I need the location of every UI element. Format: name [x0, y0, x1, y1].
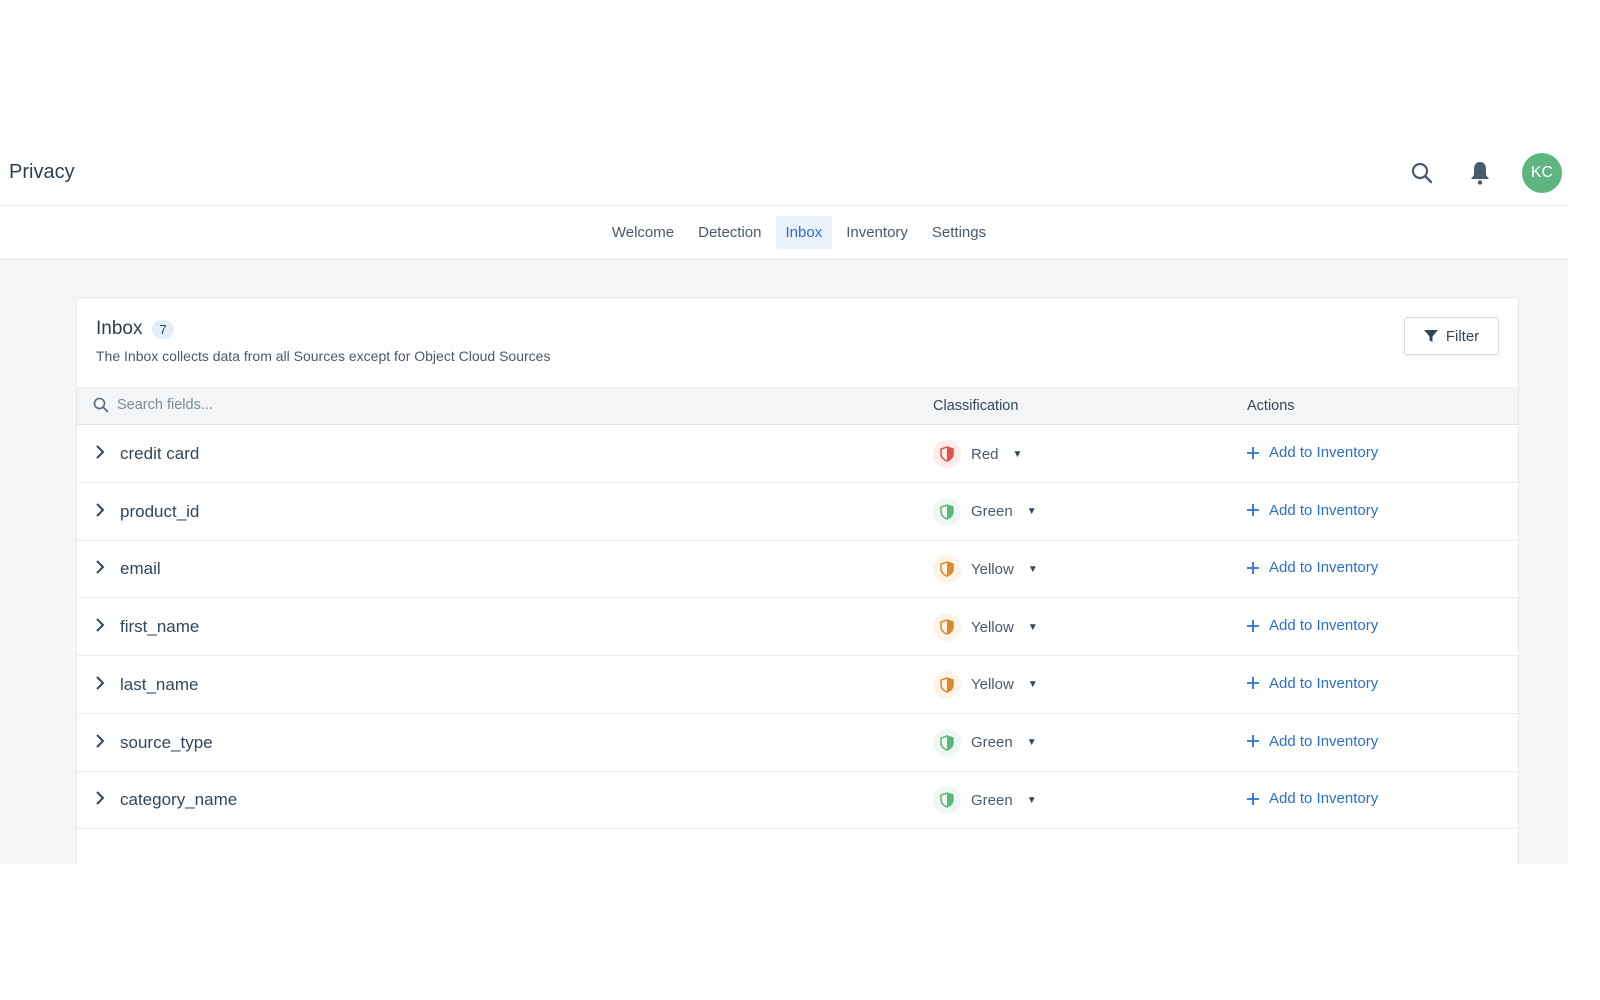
classification-label: Yellow: [971, 560, 1014, 578]
add-to-inventory-label: Add to Inventory: [1269, 501, 1379, 519]
table-row[interactable]: credit card Red ▼ Add to Inventory: [77, 425, 1518, 483]
chevron-right-icon[interactable]: [93, 444, 107, 465]
count-badge: 7: [152, 319, 174, 339]
field-name: category_name: [120, 790, 238, 810]
add-to-inventory-button[interactable]: Add to Inventory: [1247, 502, 1378, 519]
classification-dropdown[interactable]: Yellow ▼: [933, 670, 1038, 699]
app-title: Privacy: [9, 161, 75, 183]
tab-welcome[interactable]: Welcome: [611, 224, 675, 241]
tab-inbox[interactable]: Inbox: [775, 216, 833, 249]
chevron-right-icon[interactable]: [93, 790, 107, 811]
add-to-inventory-label: Add to Inventory: [1269, 732, 1379, 750]
caret-down-icon: ▼: [1026, 506, 1037, 518]
classification-dropdown[interactable]: Green ▼: [933, 497, 1037, 526]
shield-icon: [933, 555, 961, 584]
field-name: source_type: [120, 732, 213, 752]
inbox-title: Inbox: [96, 318, 143, 339]
main-nav: Welcome Detection Inbox Inventory Settin…: [0, 206, 1568, 260]
shield-icon: [933, 786, 961, 815]
search-icon: [93, 397, 109, 413]
classification-label: Yellow: [971, 618, 1014, 636]
bell-icon[interactable]: [1465, 158, 1495, 188]
add-to-inventory-button[interactable]: Add to Inventory: [1247, 617, 1378, 634]
table-row[interactable]: first_name Yellow ▼ Add to Inventory: [77, 598, 1518, 657]
filter-label: Filter: [1445, 327, 1480, 345]
inbox-card: Inbox 7 The Inbox collects data from all…: [76, 297, 1519, 864]
chevron-right-icon[interactable]: [93, 617, 107, 638]
filter-button[interactable]: Filter: [1404, 317, 1499, 355]
add-to-inventory-button[interactable]: Add to Inventory: [1247, 790, 1378, 807]
shield-icon: [933, 670, 961, 699]
field-name: email: [120, 559, 161, 579]
add-to-inventory-label: Add to Inventory: [1269, 674, 1379, 692]
card-title: Inbox 7: [96, 318, 174, 340]
table-row[interactable]: email Yellow ▼ Add to Inventory: [77, 540, 1518, 599]
tab-detection[interactable]: Detection: [698, 224, 762, 241]
classification-label: Green: [971, 503, 1013, 521]
classification-dropdown[interactable]: Green ▼: [933, 728, 1037, 757]
add-to-inventory-button[interactable]: Add to Inventory: [1247, 559, 1378, 576]
tab-settings[interactable]: Settings: [931, 224, 987, 241]
chevron-right-icon[interactable]: [93, 502, 107, 523]
card-description: The Inbox collects data from all Sources…: [96, 348, 551, 364]
caret-down-icon: ▼: [1026, 737, 1037, 748]
chevron-right-icon[interactable]: [93, 559, 107, 580]
chevron-right-icon[interactable]: [93, 675, 107, 696]
shield-icon: [933, 497, 961, 526]
table-row[interactable]: product_id Green ▼ Add to Inventory: [77, 483, 1518, 541]
classification-label: Green: [971, 791, 1013, 809]
plus-icon: [1247, 677, 1259, 690]
caret-down-icon: ▼: [1027, 621, 1038, 633]
caret-down-icon: ▼: [1027, 679, 1038, 691]
field-name: credit card: [120, 444, 200, 463]
table-row[interactable]: last_name Yellow ▼ Add to Inventory: [77, 656, 1518, 714]
search-field[interactable]: [93, 397, 417, 413]
add-to-inventory-label: Add to Inventory: [1269, 790, 1379, 808]
table-row[interactable]: category_name Green ▼ Add to Inventory: [77, 771, 1518, 830]
table-row[interactable]: source_type Green ▼ Add to Inventory: [77, 714, 1518, 772]
plus-icon: [1247, 792, 1259, 805]
caret-down-icon: ▼: [1012, 448, 1023, 460]
table-header: Classification Actions: [77, 387, 1518, 425]
avatar[interactable]: KC: [1522, 153, 1562, 193]
field-name: product_id: [120, 501, 200, 521]
classification-dropdown[interactable]: Yellow ▼: [933, 613, 1038, 642]
add-to-inventory-label: Add to Inventory: [1269, 444, 1379, 461]
plus-icon: [1247, 735, 1259, 747]
top-bar: Privacy KC: [0, 140, 1568, 206]
add-to-inventory-button[interactable]: Add to Inventory: [1247, 733, 1378, 750]
classification-dropdown[interactable]: Red ▼: [933, 440, 1022, 468]
field-name: last_name: [120, 674, 199, 694]
classification-label: Yellow: [971, 676, 1014, 694]
filter-icon: [1423, 330, 1438, 342]
chevron-right-icon[interactable]: [93, 733, 107, 754]
plus-icon: [1247, 446, 1259, 459]
column-classification: Classification: [933, 398, 1019, 414]
search-input[interactable]: [117, 397, 417, 413]
caret-down-icon: ▼: [1027, 563, 1038, 575]
shield-icon: [933, 440, 961, 468]
plus-icon: [1247, 619, 1259, 632]
add-to-inventory-button[interactable]: Add to Inventory: [1247, 444, 1378, 461]
add-to-inventory-label: Add to Inventory: [1269, 617, 1379, 635]
column-actions: Actions: [1247, 398, 1295, 414]
add-to-inventory-label: Add to Inventory: [1269, 559, 1379, 577]
add-to-inventory-button[interactable]: Add to Inventory: [1247, 675, 1378, 692]
shield-icon: [933, 613, 961, 642]
classification-dropdown[interactable]: Yellow ▼: [933, 555, 1038, 584]
classification-dropdown[interactable]: Green ▼: [933, 786, 1037, 815]
field-name: first_name: [120, 617, 200, 637]
shield-icon: [933, 728, 961, 757]
classification-label: Red: [971, 445, 999, 463]
plus-icon: [1247, 504, 1259, 517]
search-icon[interactable]: [1407, 158, 1437, 188]
tab-inventory[interactable]: Inventory: [846, 224, 908, 241]
plus-icon: [1247, 561, 1259, 574]
caret-down-icon: ▼: [1026, 794, 1037, 806]
classification-label: Green: [971, 734, 1013, 751]
